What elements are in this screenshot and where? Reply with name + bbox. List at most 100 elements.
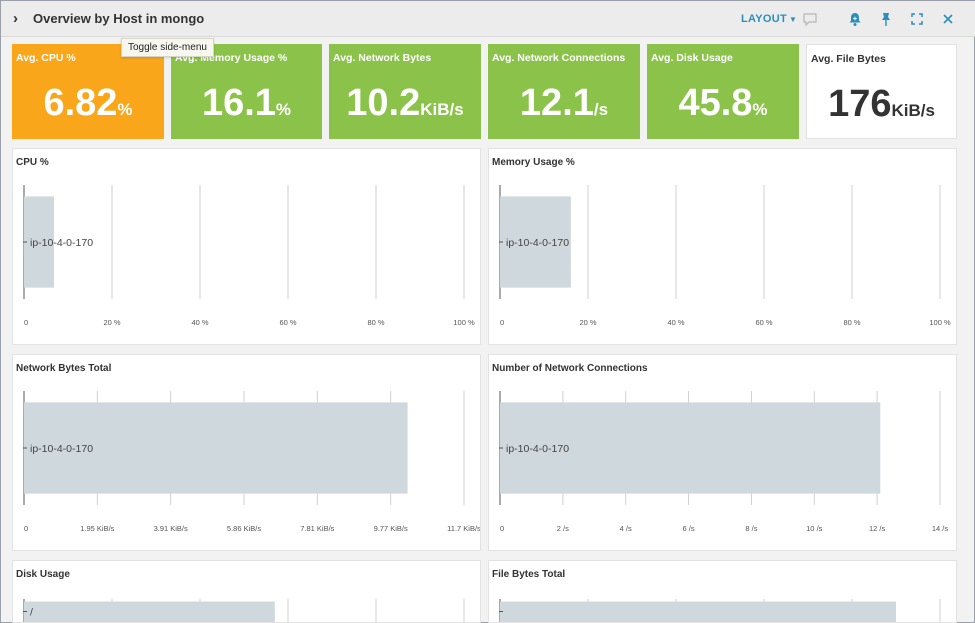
kpi-unit: KiB/s xyxy=(891,101,935,120)
x-tick-label: 0 xyxy=(500,318,504,327)
fullscreen-icon[interactable] xyxy=(908,10,926,28)
cpu-bar-chart: ip-10-4-0-170 0 20 % 40 % 60 % 80 % 100 % xyxy=(13,149,480,344)
kpi-value: 16.1% xyxy=(171,82,322,125)
x-tick-label: 0 xyxy=(24,318,28,327)
category-label: ip-10-4-0-170 xyxy=(30,237,93,249)
alert-bell-icon[interactable] xyxy=(846,10,864,28)
kpi-tile-file-bytes[interactable]: Avg. File Bytes 176KiB/s xyxy=(806,44,957,139)
chart-panel-network-bytes[interactable]: Network Bytes Total ip-10-4-0-170 0 1.95 K… xyxy=(12,354,481,551)
chart-title: Number of Network Connections xyxy=(492,363,648,374)
x-tick-label: 40 % xyxy=(191,318,208,327)
x-tick-label: 20 % xyxy=(103,318,120,327)
comment-icon[interactable] xyxy=(801,10,819,28)
chart-title: File Bytes Total xyxy=(492,569,566,580)
kpi-unit: % xyxy=(275,100,292,119)
chart-title: Disk Usage xyxy=(16,569,70,580)
page-title: Overview by Host in mongo xyxy=(33,11,205,26)
file-bytes-bar-chart xyxy=(489,561,956,622)
chart-svg: ip-10-4-0-170 0 20 % 40 % 60 % 80 % 100 % xyxy=(499,185,951,327)
disk-usage-bar-chart: / xyxy=(13,561,480,622)
kpi-label: Avg. CPU % xyxy=(16,52,76,64)
kpi-number: 10.2 xyxy=(346,82,421,124)
close-icon[interactable] xyxy=(939,10,957,28)
kpi-label: Avg. Disk Usage xyxy=(651,52,733,64)
toggle-side-menu-chevron-icon[interactable]: › xyxy=(13,10,18,27)
x-tick-label: 80 % xyxy=(367,318,384,327)
kpi-unit: % xyxy=(752,100,768,119)
category-label: / xyxy=(30,607,33,619)
x-tick-label: 10 /s xyxy=(806,524,823,533)
kpi-unit: /s xyxy=(593,100,609,119)
kpi-number: 45.8 xyxy=(678,82,753,124)
x-tick-label: 0 xyxy=(500,524,504,533)
kpi-tile-network-connections[interactable]: Avg. Network Connections 12.1/s xyxy=(488,44,640,139)
kpi-unit: % xyxy=(117,100,133,119)
kpi-label: Avg. Network Connections xyxy=(492,52,626,64)
kpi-label: Avg. Network Bytes xyxy=(333,52,432,64)
kpi-label: Avg. File Bytes xyxy=(811,53,886,65)
x-tick-label: 14 /s xyxy=(932,524,949,533)
kpi-value: 10.2KiB/s xyxy=(329,82,481,125)
kpi-tile-cpu[interactable]: Avg. CPU % 6.82% xyxy=(12,44,164,139)
bar xyxy=(24,601,275,622)
x-tick-label: 9.77 KiB/s xyxy=(374,524,408,533)
bar xyxy=(24,196,55,288)
x-tick-label: 3.91 KiB/s xyxy=(154,524,188,533)
kpi-tile-network-bytes[interactable]: Avg. Network Bytes 10.2KiB/s xyxy=(329,44,481,139)
x-tick-label: 0 xyxy=(24,524,28,533)
kpi-value: 176KiB/s xyxy=(807,83,956,126)
chart-panel-cpu[interactable]: CPU % ip-10-4-0-170 0 20 % 40 % 60 % 80 % 100 … xyxy=(12,148,481,345)
x-tick-label: 80 % xyxy=(843,318,860,327)
pin-icon[interactable] xyxy=(877,10,895,28)
category-label: ip-10-4-0-170 xyxy=(506,237,569,249)
chart-title: Memory Usage % xyxy=(492,157,575,168)
network-connections-bar-chart: ip-10-4-0-170 0 2 /s 4 /s 6 /s 8 /s 10 /s 12 /s… xyxy=(489,355,956,550)
kpi-value: 12.1/s xyxy=(488,82,640,125)
x-tick-label: 100 % xyxy=(929,318,951,327)
x-tick-label: 11.7 KiB/s xyxy=(447,524,481,533)
x-tick-label: 60 % xyxy=(755,318,772,327)
bar xyxy=(24,402,408,494)
layout-dropdown-button[interactable]: LAYOUT ▼ xyxy=(741,13,797,25)
tooltip: Toggle side-menu xyxy=(121,38,214,57)
chart-svg: ip-10-4-0-170 0 2 /s 4 /s 6 /s 8 /s 10 /s 12 /s… xyxy=(499,391,949,533)
chart-title: CPU % xyxy=(16,157,49,168)
x-tick-label: 7.81 KiB/s xyxy=(300,524,334,533)
network-bytes-bar-chart: ip-10-4-0-170 0 1.95 KiB/s 3.91 KiB/s 5.86 K… xyxy=(13,355,481,550)
x-tick-label: 12 /s xyxy=(869,524,886,533)
x-tick-label: 4 /s xyxy=(620,524,632,533)
x-tick-label: 1.95 KiB/s xyxy=(80,524,114,533)
chart-panel-network-connections[interactable]: Number of Network Connections ip-10-4-0-… xyxy=(488,354,957,551)
x-tick-label: 100 % xyxy=(453,318,475,327)
chart-panel-disk-usage[interactable]: Disk Usage / xyxy=(12,560,481,623)
x-tick-label: 2 /s xyxy=(557,524,569,533)
kpi-unit: KiB/s xyxy=(420,100,464,119)
x-tick-label: 60 % xyxy=(279,318,296,327)
kpi-number: 176 xyxy=(828,83,892,125)
memory-bar-chart: ip-10-4-0-170 0 20 % 40 % 60 % 80 % 100 % xyxy=(489,149,956,344)
kpi-tile-memory[interactable]: Avg. Memory Usage % 16.1% xyxy=(171,44,322,139)
chart-panel-memory[interactable]: Memory Usage % ip-10-4-0-170 0 20 % 40 % 60 … xyxy=(488,148,957,345)
x-tick-label: 40 % xyxy=(667,318,684,327)
kpi-number: 12.1 xyxy=(519,82,594,124)
layout-label: LAYOUT xyxy=(741,13,788,25)
kpi-tile-disk-usage[interactable]: Avg. Disk Usage 45.8% xyxy=(647,44,799,139)
kpi-value: 6.82% xyxy=(12,82,164,125)
bar xyxy=(500,601,896,622)
kpi-number: 6.82 xyxy=(43,82,118,124)
x-tick-label: 6 /s xyxy=(683,524,695,533)
x-tick-label: 20 % xyxy=(579,318,596,327)
caret-down-icon: ▼ xyxy=(789,15,798,24)
category-label: ip-10-4-0-170 xyxy=(30,443,93,455)
chart-svg: / xyxy=(23,599,465,622)
kpi-value: 45.8% xyxy=(647,82,799,125)
x-tick-label: 8 /s xyxy=(745,524,757,533)
chart-svg: ip-10-4-0-170 0 1.95 KiB/s 3.91 KiB/s 5.86 K… xyxy=(23,391,481,533)
chart-panel-file-bytes[interactable]: File Bytes Total xyxy=(488,560,957,623)
x-tick-label: 5.86 KiB/s xyxy=(227,524,261,533)
chart-title: Network Bytes Total xyxy=(16,363,112,374)
dashboard-header: › Overview by Host in mongo LAYOUT ▼ xyxy=(1,1,975,37)
bar xyxy=(500,196,571,288)
kpi-number: 16.1 xyxy=(201,82,276,124)
